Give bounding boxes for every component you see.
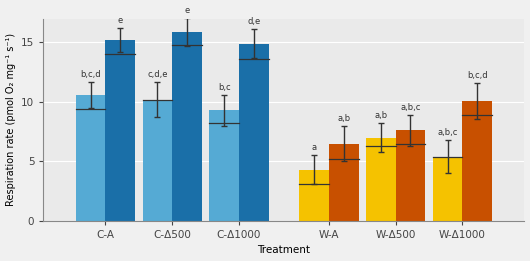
Text: a,b: a,b bbox=[337, 114, 350, 123]
Text: b,c: b,c bbox=[218, 83, 231, 92]
Text: a,b,c: a,b,c bbox=[400, 103, 421, 112]
Text: a,b,c: a,b,c bbox=[437, 128, 458, 137]
Bar bbox=[76, 95, 105, 221]
Bar bbox=[432, 157, 462, 221]
Text: e: e bbox=[118, 16, 123, 25]
Bar bbox=[366, 138, 395, 221]
Bar bbox=[329, 144, 358, 221]
Bar bbox=[239, 44, 269, 221]
Bar bbox=[143, 99, 172, 221]
Bar bbox=[172, 32, 202, 221]
Bar bbox=[299, 170, 329, 221]
Y-axis label: Respiration rate (pmol O₂ mg⁻¹ s⁻¹): Respiration rate (pmol O₂ mg⁻¹ s⁻¹) bbox=[5, 33, 15, 206]
Bar bbox=[105, 40, 135, 221]
Text: d,e: d,e bbox=[247, 17, 260, 26]
Text: c,d,e: c,d,e bbox=[147, 70, 167, 79]
Text: e: e bbox=[184, 5, 190, 15]
Bar bbox=[209, 110, 239, 221]
Text: b,c,d: b,c,d bbox=[81, 70, 101, 79]
X-axis label: Treatment: Treatment bbox=[258, 245, 311, 256]
Text: a,b: a,b bbox=[374, 111, 387, 120]
Text: b,c,d: b,c,d bbox=[467, 71, 488, 80]
Bar bbox=[395, 130, 425, 221]
Bar bbox=[462, 101, 492, 221]
Text: a: a bbox=[312, 144, 316, 152]
